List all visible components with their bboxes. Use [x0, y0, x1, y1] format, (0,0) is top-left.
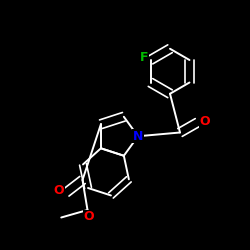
Text: O: O: [84, 210, 94, 224]
Text: O: O: [199, 115, 210, 128]
Text: N: N: [133, 130, 143, 143]
Text: O: O: [54, 184, 64, 197]
Text: F: F: [140, 51, 148, 64]
